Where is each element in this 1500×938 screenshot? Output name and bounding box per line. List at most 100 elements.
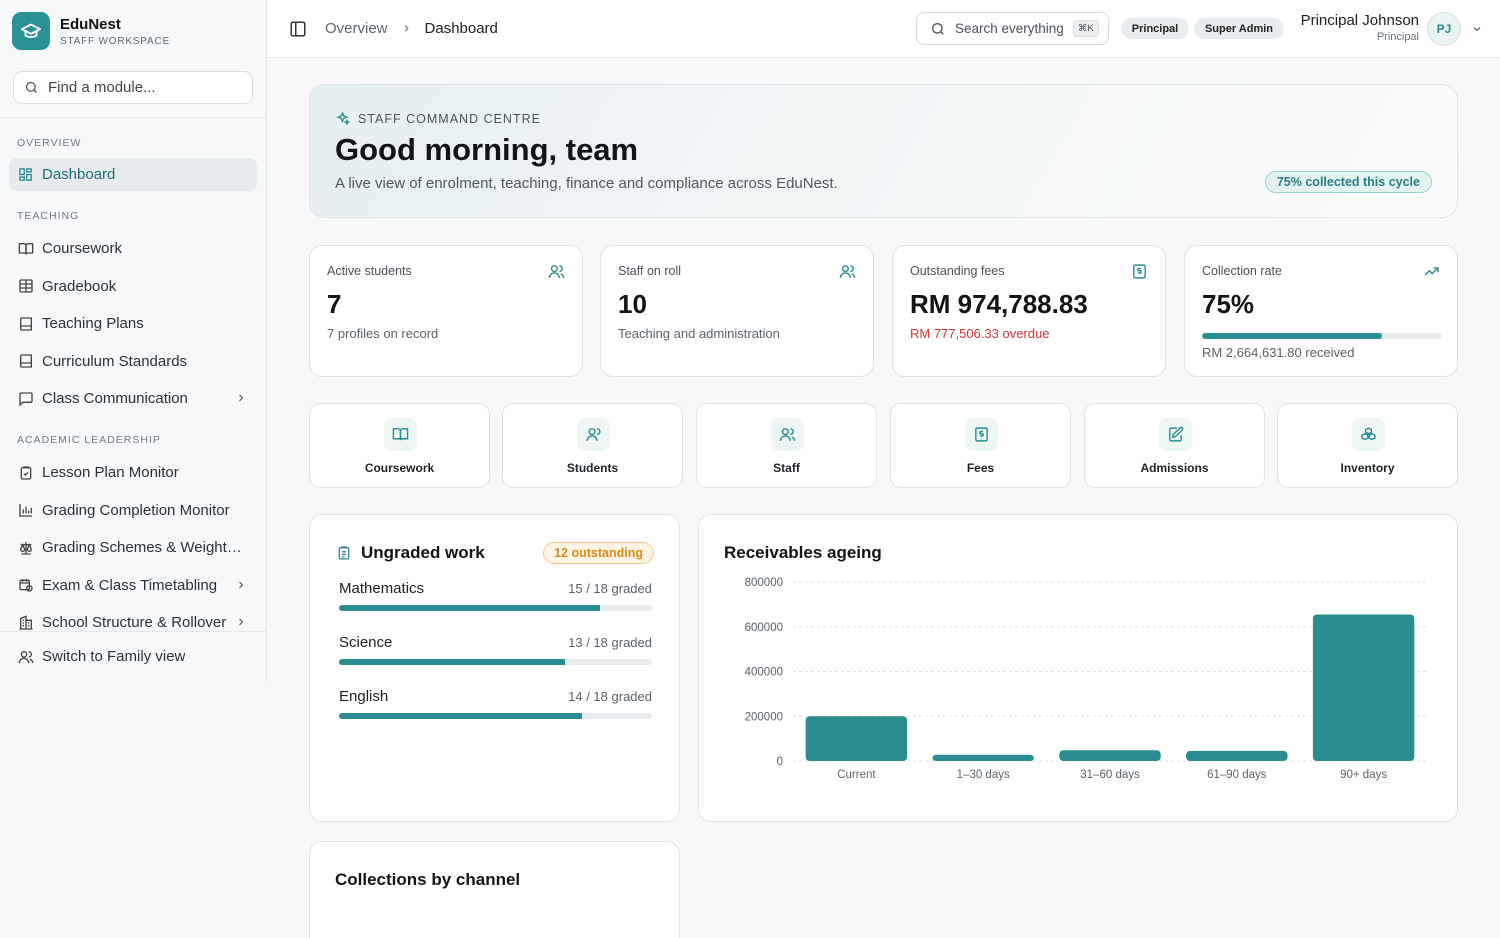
sidebar-item-label: Dashboard	[42, 166, 116, 183]
sidebar-item-coursework[interactable]: Coursework	[9, 232, 257, 265]
global-search-button[interactable]: Search everything ⌘K	[916, 12, 1109, 45]
sidebar-item-lesson-plan-monitor[interactable]: Lesson Plan Monitor	[9, 456, 257, 489]
module-search[interactable]	[13, 71, 253, 104]
chart-y-tick-label: 400000	[745, 667, 783, 679]
quick-link-label: Staff	[773, 461, 800, 475]
stat-card-staff-on-roll: Staff on roll 10 Teaching and administra…	[600, 245, 874, 377]
quick-link-students[interactable]: Students	[502, 403, 683, 488]
sidebar-item-dashboard[interactable]: Dashboard	[9, 158, 257, 191]
chart-bar	[1312, 614, 1415, 761]
search-icon	[930, 21, 946, 37]
subject-progress-fill	[339, 659, 566, 665]
stat-label: Collection rate	[1202, 264, 1282, 278]
sidebar-item-teaching-plans[interactable]: Teaching Plans	[9, 307, 257, 340]
sidebar-item-school-structure[interactable]: School Structure & Rollover	[9, 606, 257, 631]
sidebar-item-label: Exam & Class Timetabling	[42, 576, 218, 594]
subject-name: Mathematics	[339, 580, 425, 597]
chevron-right-icon[interactable]	[235, 616, 247, 628]
chart-x-tick-label: 90+ days	[1340, 769, 1387, 781]
quick-link-label: Fees	[966, 461, 995, 475]
breadcrumb: Overview Dashboard	[325, 20, 498, 37]
sidebar-nav[interactable]: OVERVIEW Dashboard TEACHING Coursework G…	[0, 118, 266, 631]
sidebar-item-label: Curriculum Standards	[42, 352, 188, 370]
subject-progress-science: Science 13 / 18 graded	[339, 634, 652, 665]
user-role: Principal	[1376, 31, 1419, 43]
quick-link-fees[interactable]: Fees	[890, 403, 1071, 488]
switch-family-view-label: Switch to Family view	[42, 648, 186, 665]
chart-bar	[1186, 750, 1288, 761]
chart-bar	[1059, 750, 1161, 761]
sidebar-item-gradebook[interactable]: Gradebook	[9, 270, 257, 303]
chevron-down-icon[interactable]	[1471, 23, 1483, 35]
stat-card-collection-rate: Collection rate 75% RM 2,664,631.80 rece…	[1184, 245, 1458, 377]
ungraded-header: Ungraded work	[336, 543, 485, 563]
stat-value: RM 974,788.83	[910, 289, 1088, 319]
sidebar-item-grading-schemes[interactable]: Grading Schemes & Weighti...	[9, 531, 257, 564]
users-icon	[548, 263, 565, 280]
breadcrumb-overview[interactable]: Overview	[325, 20, 388, 37]
chevron-right-icon[interactable]	[235, 579, 247, 591]
subject-progress-fill	[339, 713, 583, 719]
receivables-ageing-panel: Receivables ageing 0 200000 400000 600000 80…	[698, 514, 1458, 822]
sidebar-item-class-communication[interactable]: Class Communication	[9, 382, 257, 415]
sidebar-item-label: Coursework	[42, 240, 123, 257]
quick-link-admissions[interactable]: Admissions	[1084, 403, 1265, 488]
chevron-right-icon	[401, 23, 412, 34]
page-title: Good morning, team	[335, 132, 639, 167]
quick-link-inventory[interactable]: Inventory	[1277, 403, 1458, 488]
chart-x-tick-label: 31–60 days	[1080, 769, 1140, 781]
building-icon	[17, 614, 34, 631]
chart-bar	[932, 754, 1034, 761]
stat-subtext: 7 profiles on record	[327, 326, 439, 341]
chart-x-tick-label: 1–30 days	[957, 769, 1010, 781]
module-search-input[interactable]	[48, 79, 238, 96]
stat-value: 75%	[1202, 289, 1255, 319]
role-badge-principal: Principal	[1121, 18, 1189, 39]
switch-family-view-button[interactable]: Switch to Family view	[9, 640, 257, 673]
notebook-icon	[17, 315, 34, 332]
sidebar-item-grading-completion-monitor[interactable]: Grading Completion Monitor	[9, 494, 257, 527]
sidebar-toggle-icon[interactable]	[289, 20, 307, 38]
avatar[interactable]: PJ	[1427, 12, 1461, 46]
chart-y-tick-label: 200000	[745, 711, 783, 723]
sidebar-item-label: Grading Completion Monitor	[42, 501, 230, 519]
chart-y-tick-label: 0	[777, 756, 783, 768]
sidebar-item-exam-timetabling[interactable]: Exam & Class Timetabling	[9, 569, 257, 602]
stat-value: 7	[327, 289, 342, 319]
clipboard-icon	[336, 545, 352, 561]
chart-x-tick-label: 61–90 days	[1207, 769, 1267, 781]
chart-y-tick-label: 600000	[745, 622, 783, 634]
notebook-icon	[17, 353, 34, 370]
section-label-teaching: TEACHING	[17, 210, 80, 222]
quick-link-coursework[interactable]: Coursework	[309, 403, 490, 488]
chart-x-tick-label: Current	[837, 769, 876, 781]
breadcrumb-dashboard: Dashboard	[424, 20, 498, 37]
user-info: Principal Johnson Principal	[1296, 12, 1419, 43]
divider	[0, 117, 266, 118]
quick-link-staff[interactable]: Staff	[696, 403, 877, 488]
bar-chart-icon	[17, 502, 34, 519]
collection-progress-fill	[1202, 333, 1382, 339]
quick-link-label: Coursework	[364, 461, 435, 475]
hero-banner: STAFF COMMAND CENTRE Good morning, team …	[309, 84, 1458, 218]
stat-subtext: RM 2,664,631.80 received	[1202, 345, 1355, 360]
global-search-label: Search everything	[955, 21, 1064, 36]
stat-card-active-students: Active students 7 7 profiles on record	[309, 245, 583, 377]
subject-progress-fill	[339, 605, 600, 611]
brand: EduNest STAFF WORKSPACE	[0, 0, 266, 62]
chart-bar	[805, 716, 908, 761]
sidebar-item-label: Gradebook	[42, 277, 117, 295]
section-label-academic-leadership: ACADEMIC LEADERSHIP	[17, 434, 161, 446]
subject-progress-bar	[339, 659, 652, 665]
ungraded-title: Ungraded work	[361, 543, 485, 562]
top-bar: Overview Dashboard Search everything ⌘K …	[268, 0, 1500, 58]
chevron-right-icon[interactable]	[235, 392, 247, 404]
user-name: Principal Johnson	[1300, 12, 1419, 29]
stat-label: Staff on roll	[618, 264, 682, 278]
calendar-clock-icon	[17, 577, 34, 594]
scale-icon	[17, 539, 34, 556]
edit-document-icon	[1158, 418, 1192, 451]
quick-link-label: Students	[566, 461, 619, 475]
sidebar-item-curriculum-standards[interactable]: Curriculum Standards	[9, 345, 257, 378]
sidebar-item-label: Grading Schemes & Weighti...	[42, 539, 242, 556]
